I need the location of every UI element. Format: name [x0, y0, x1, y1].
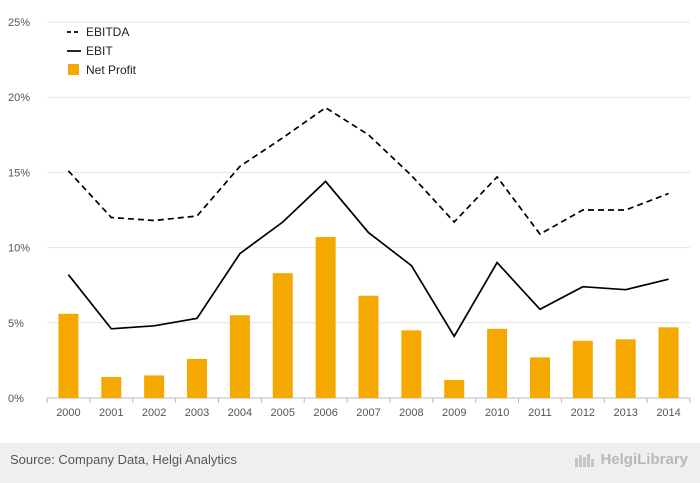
- brand-name: HelgiLibrary: [600, 451, 688, 468]
- x-tick-label: 2003: [185, 407, 209, 419]
- x-tick-label: 2006: [313, 407, 337, 419]
- x-tick-label: 2001: [99, 407, 123, 419]
- legend-swatch-net-profit: [68, 64, 79, 75]
- chart: 0%5%10%15%20%25% 2000 2001 2002 2003 2004 200…: [8, 17, 691, 419]
- net-profit-bar: [487, 328, 508, 398]
- net-profit-bar: [229, 315, 250, 398]
- y-tick-label: 15%: [8, 167, 30, 179]
- x-tick-label: 2012: [571, 407, 595, 419]
- x-axis-ticks: 2000 2001 2002 2003 2004 2005 2006 2007 2008 2009…: [46, 398, 691, 419]
- net-profit-bar: [144, 375, 165, 398]
- series-lines: [67, 106, 669, 338]
- net-profit-bar: [444, 379, 465, 398]
- net-profit-bar: [315, 237, 336, 398]
- x-tick-label: 2000: [56, 407, 80, 419]
- x-tick-label: 2010: [485, 407, 509, 419]
- y-tick-label: 25%: [8, 17, 30, 29]
- legend: EBITDA EBIT Net Profit: [67, 25, 137, 77]
- y-tick-label: 10%: [8, 243, 30, 255]
- source-note: Source: Company Data, Helgi Analytics: [10, 452, 237, 467]
- footer: Source: Company Data, Helgi Analytics He…: [0, 443, 700, 483]
- net-profit-bar: [615, 339, 636, 398]
- net-profit-bar: [272, 273, 293, 398]
- brand-logo: HelgiLibrary: [574, 451, 688, 468]
- x-tick-label: 2005: [271, 407, 295, 419]
- y-tick-label: 20%: [8, 92, 30, 104]
- y-axis-ticks: 0% 5% 10% 15% 20% 25%: [8, 17, 30, 405]
- net-profit-bar: [529, 357, 550, 398]
- x-tick-label: 2008: [399, 407, 423, 419]
- legend-label-ebit: EBIT: [86, 44, 113, 58]
- ebit-line: [67, 180, 669, 338]
- x-tick-label: 2002: [142, 407, 166, 419]
- net-profit-bars: [58, 237, 679, 398]
- legend-label-ebitda: EBITDA: [86, 25, 129, 39]
- net-profit-bar: [658, 327, 679, 398]
- net-profit-bar: [358, 295, 379, 398]
- net-profit-bar: [187, 358, 208, 398]
- net-profit-bar: [401, 330, 422, 398]
- x-tick-label: 2013: [613, 407, 637, 419]
- x-tick-label: 2009: [442, 407, 466, 419]
- ebitda-line: [67, 106, 669, 236]
- y-tick-label: 0%: [8, 393, 24, 405]
- x-tick-label: 2004: [228, 407, 252, 419]
- legend-label-net-profit: Net Profit: [86, 63, 137, 77]
- x-tick-label: 2011: [528, 407, 552, 419]
- y-tick-label: 5%: [8, 318, 24, 330]
- net-profit-bar: [58, 313, 79, 398]
- x-tick-label: 2007: [356, 407, 380, 419]
- net-profit-bar: [101, 376, 122, 398]
- library-icon: [575, 453, 595, 467]
- net-profit-bar: [572, 340, 593, 398]
- x-tick-label: 2014: [656, 407, 680, 419]
